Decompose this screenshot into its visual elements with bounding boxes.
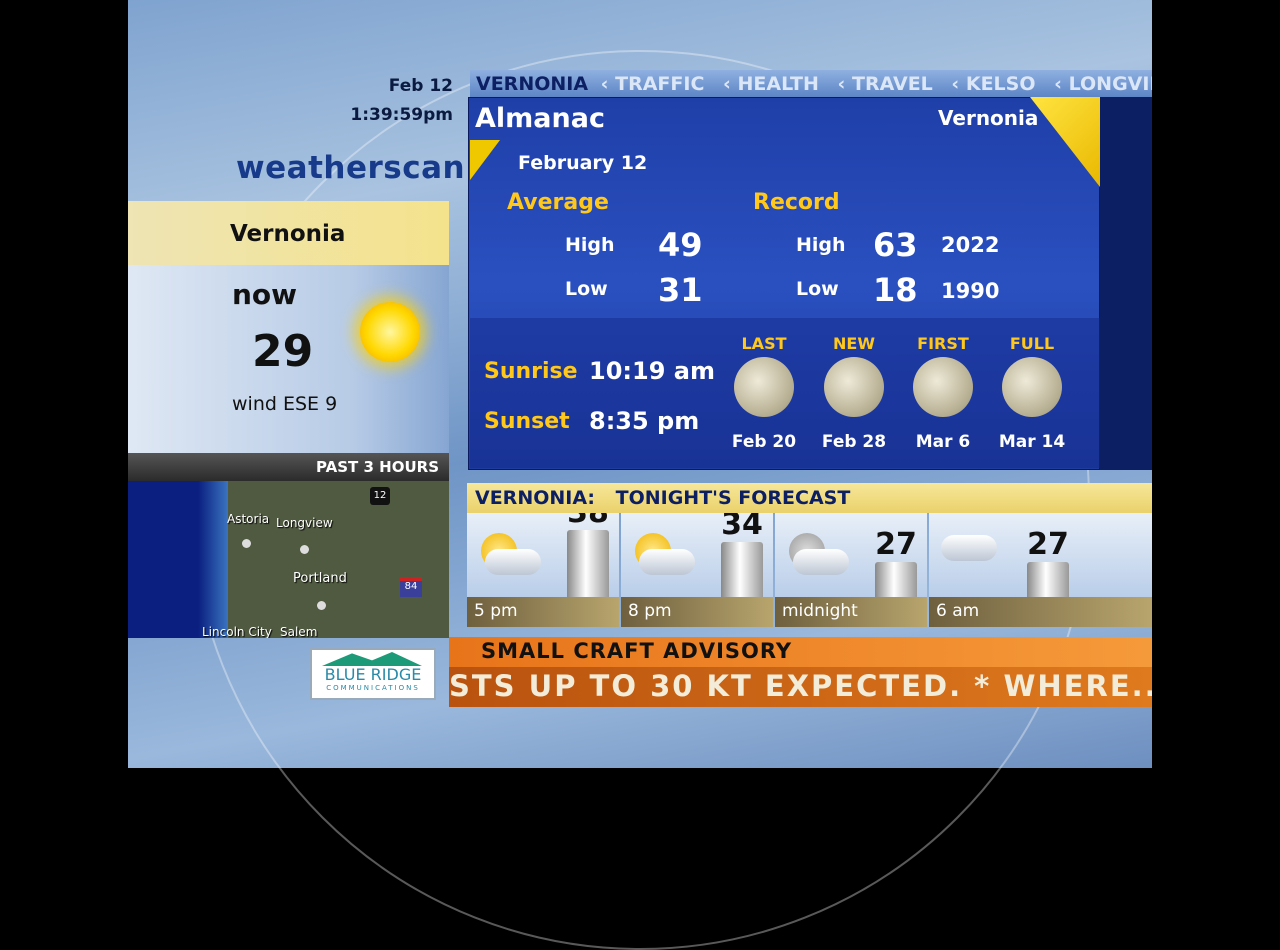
forecast-title: TONIGHT'S FORECAST	[615, 487, 851, 509]
moon-icon	[824, 357, 884, 417]
weatherscan-logo: weatherscan	[236, 150, 466, 186]
forecast-tile: 27 midnight	[775, 513, 927, 627]
moon-date: Feb 20	[731, 432, 797, 452]
nav-current[interactable]: VERNONIA	[476, 73, 589, 95]
map-label: Salem	[280, 625, 318, 638]
forecast-temp: 34	[721, 513, 763, 542]
rec-high-year: 2022	[941, 233, 1000, 257]
forecast-time: 5 pm	[467, 597, 619, 627]
city-dot	[300, 545, 309, 554]
partly-cloudy-icon	[639, 549, 695, 575]
moon-date: Mar 14	[998, 432, 1066, 452]
time: 1:39:59pm	[350, 105, 453, 125]
sponsor-logo: BLUE RIDGE COMMUNICATIONS	[310, 648, 436, 700]
moon-date: Mar 6	[915, 432, 971, 452]
forecast-time: 8 pm	[621, 597, 773, 627]
current-location: Vernonia	[128, 201, 449, 265]
average-label: Average	[507, 190, 609, 215]
partly-cloudy-icon	[485, 549, 541, 575]
avg-high: 49	[658, 226, 703, 264]
city-dot	[317, 601, 326, 610]
advisory-title: SMALL CRAFT ADVISORY	[449, 637, 1152, 667]
rec-low: 18	[873, 271, 918, 309]
almanac-location: Vernonia	[938, 106, 1039, 130]
moon-icon	[734, 357, 794, 417]
temp-bar	[721, 542, 763, 597]
almanac-date: February 12	[518, 152, 648, 174]
map-label: Lincoln City	[202, 625, 272, 638]
moon-icon	[1002, 357, 1062, 417]
nav-item[interactable]: ‹ LONGVIEW	[1054, 73, 1152, 95]
sun-icon	[360, 302, 420, 362]
sunrise-time: 10:19 am	[589, 357, 715, 385]
interstate-shield-84: 84	[400, 577, 422, 597]
rec-low-label: Low	[796, 278, 839, 300]
moon-phase: NEW	[833, 334, 875, 353]
moon-phase: FULL	[1009, 334, 1055, 353]
forecast-tile: 27 6 am	[929, 513, 1152, 627]
nav-item[interactable]: ‹ TRAFFIC	[600, 73, 705, 95]
current-wind: wind ESE 9	[232, 393, 338, 415]
forecast-location: VERNONIA:	[475, 487, 595, 509]
sponsor-name: BLUE RIDGE	[324, 665, 422, 684]
city-dot	[242, 539, 251, 548]
rec-low-year: 1990	[941, 279, 1000, 303]
rec-high-label: High	[796, 234, 846, 256]
sponsor-sub: COMMUNICATIONS	[326, 684, 420, 692]
side-panel	[1100, 97, 1152, 470]
forecast-header: VERNONIA: TONIGHT'S FORECAST	[467, 483, 1152, 513]
avg-high-label: High	[565, 234, 615, 256]
cloudy-icon	[941, 535, 997, 561]
radar-map: Astoria Longview Portland Lincoln City S…	[128, 481, 449, 638]
forecast-temp: 27	[875, 527, 917, 562]
map-title: PAST 3 HOURS	[128, 453, 449, 481]
highway-shield-12: 12	[370, 487, 390, 505]
ocean	[128, 481, 228, 638]
forecast-tile: 38 5 pm	[467, 513, 619, 627]
map-label: Portland	[293, 571, 347, 586]
map-label: Astoria	[227, 512, 270, 526]
nav-item[interactable]: ‹ TRAVEL	[837, 73, 933, 95]
temp-bar	[1027, 562, 1069, 597]
date: Feb 12	[388, 76, 453, 96]
sunrise-label: Sunrise	[484, 359, 578, 384]
record-label: Record	[753, 190, 840, 215]
moon-phase: FIRST	[917, 334, 969, 353]
location-nav: VERNONIA ‹ TRAFFIC ‹ HEALTH ‹ TRAVEL ‹ K…	[470, 70, 1152, 97]
forecast-temp: 38	[563, 513, 613, 530]
now-label: now	[232, 278, 298, 311]
almanac-title: Almanac	[475, 103, 605, 134]
forecast-time: 6 am	[929, 597, 1152, 627]
moon-date: Feb 28	[821, 432, 887, 452]
forecast-temp: 27	[1027, 527, 1069, 562]
rec-high: 63	[873, 226, 918, 264]
avg-low-label: Low	[565, 278, 608, 300]
current-temp: 29	[252, 326, 314, 377]
forecast-time: midnight	[775, 597, 927, 627]
forecast-tile: 34 8 pm	[621, 513, 773, 627]
temp-bar	[567, 530, 609, 597]
moon-icon	[913, 357, 973, 417]
avg-low: 31	[658, 271, 703, 309]
nav-item[interactable]: ‹ KELSO	[951, 73, 1036, 95]
sunset-time: 8:35 pm	[589, 407, 700, 435]
sunset-label: Sunset	[484, 409, 570, 434]
moon-phase: LAST	[741, 334, 787, 353]
map-label: Longview	[276, 516, 333, 530]
temp-bar	[875, 562, 917, 597]
nav-item[interactable]: ‹ HEALTH	[723, 73, 819, 95]
partly-cloudy-night-icon	[793, 549, 849, 575]
advisory-ticker: STS UP TO 30 KT EXPECTED. * WHERE...I	[449, 667, 1152, 707]
